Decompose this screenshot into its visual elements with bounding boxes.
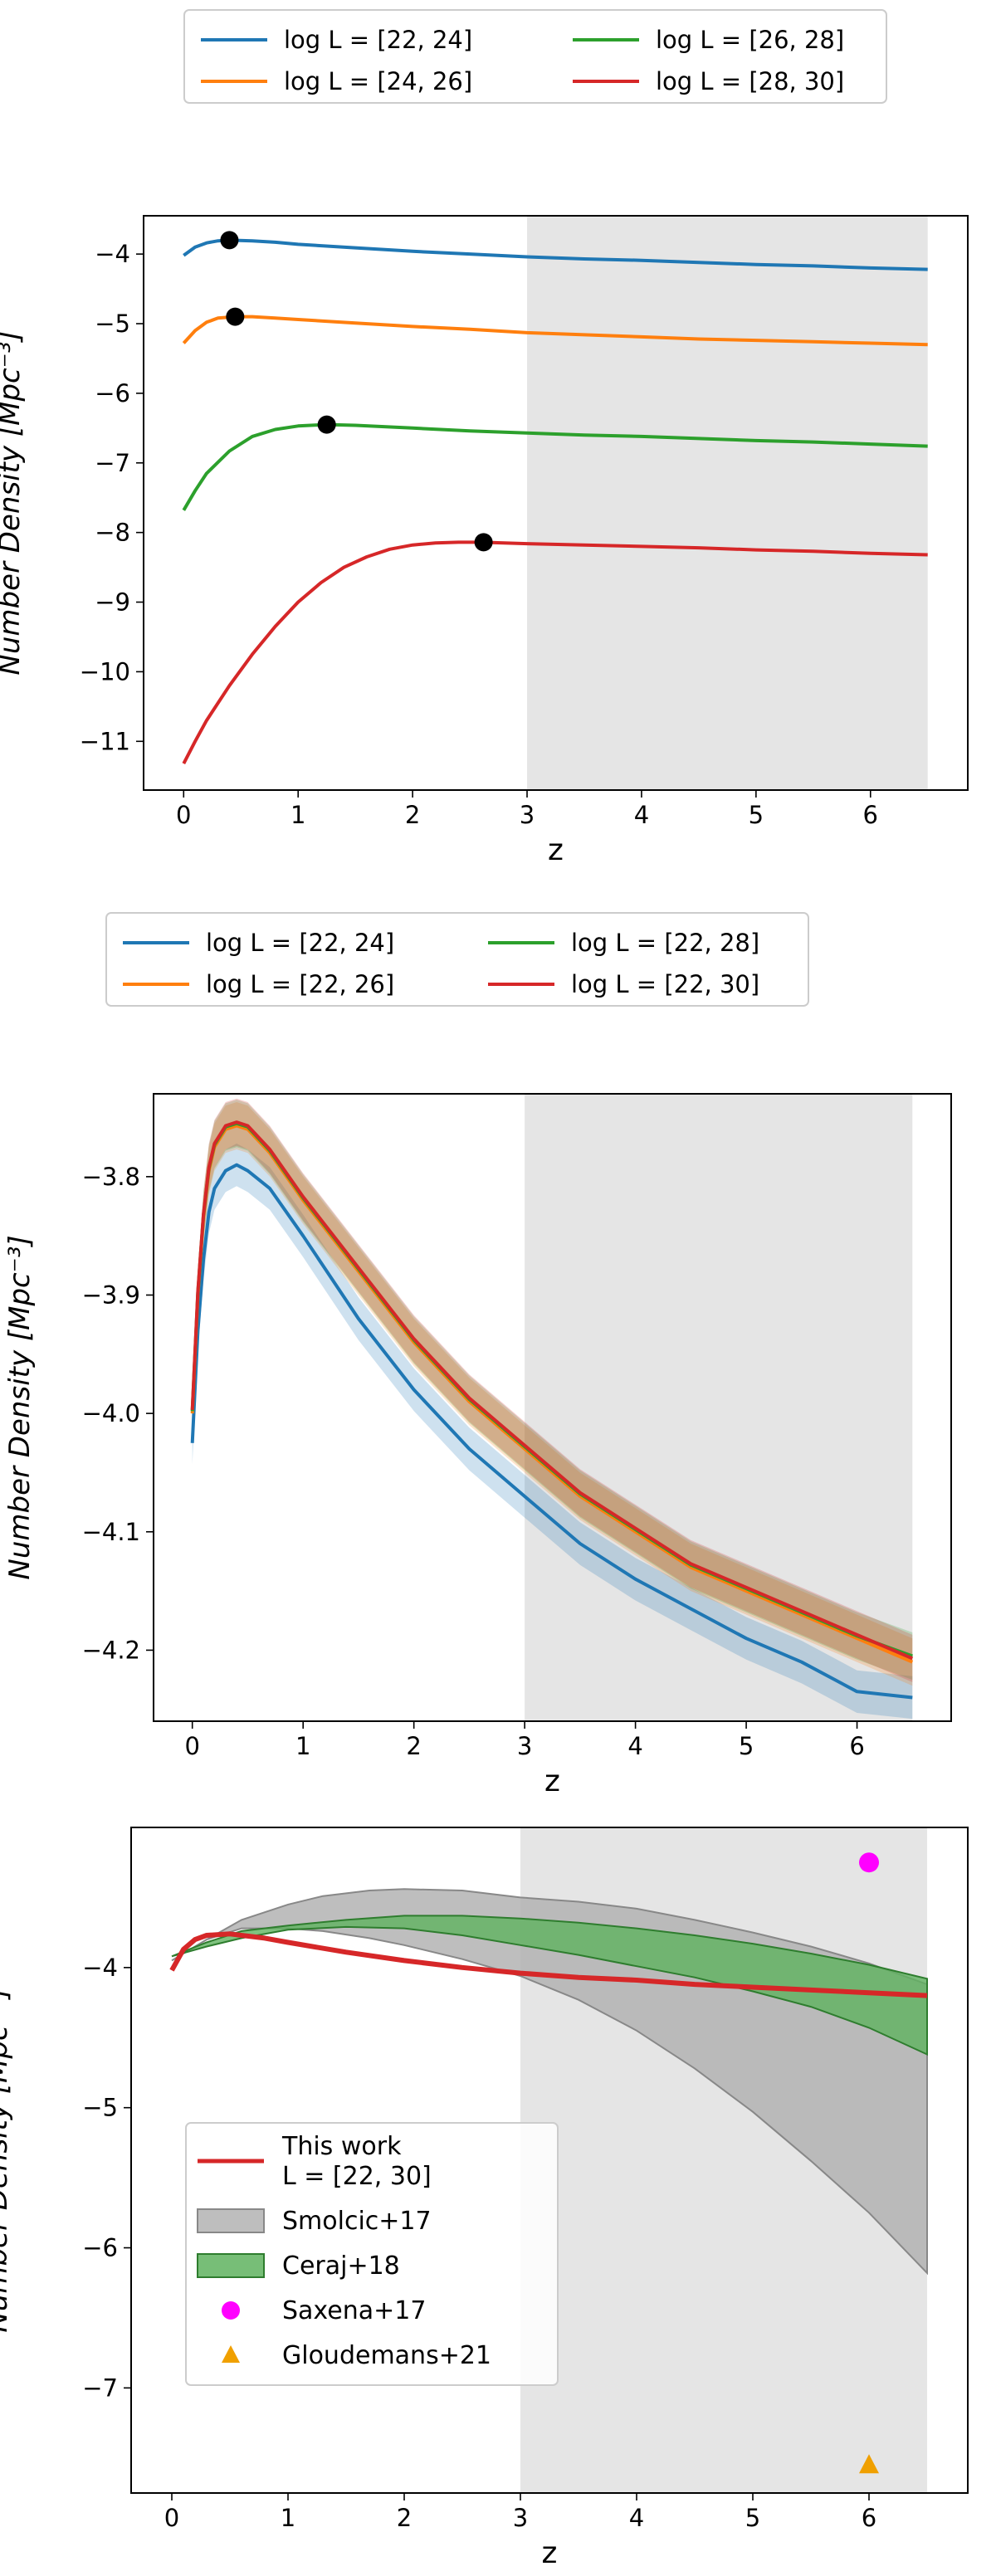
legend-1: log L = [22, 24] log L = [24, 26] log L = … xyxy=(183,9,887,104)
x-tick-label: 2 xyxy=(405,801,420,829)
legend-entry: Ceraj+18 xyxy=(282,2252,400,2281)
x-tick-label: 4 xyxy=(629,2504,644,2532)
x-tick-label: 1 xyxy=(281,2504,295,2532)
x-tick-label: 2 xyxy=(406,1732,421,1760)
x-tick-label: 6 xyxy=(863,801,878,829)
point-saxena-17 xyxy=(859,1852,879,1873)
chart-1: 0 1 2 3 4 5 6 −11 −10 −9 −8 −7 −6 −5 −4 z Number Density… xyxy=(0,215,969,867)
x-axis-label: z xyxy=(544,1764,560,1798)
x-tick-label: 5 xyxy=(739,1732,754,1760)
this-work-line xyxy=(169,1931,928,1998)
legend-box xyxy=(105,912,809,1007)
x-tick-label: 1 xyxy=(290,801,305,829)
x-tick-label: 0 xyxy=(164,2504,179,2532)
series-band-1 xyxy=(192,1143,913,1720)
y-axis-label: Number Density [Mpc⁻³] xyxy=(0,330,27,675)
legend-entry: log L = [24, 26] xyxy=(284,67,472,95)
peak-marker-3 xyxy=(317,415,336,434)
x-tick-label: 0 xyxy=(176,801,191,829)
high-z-shaded-region xyxy=(527,216,928,790)
band-ceraj-18 xyxy=(171,1915,928,2056)
x-tick-label: 6 xyxy=(862,2504,876,2532)
chart-2: 0 1 2 3 4 5 6 −4.2 −4.1 −4.0 −3.9 −3.8 z Number Densi… xyxy=(3,1093,952,1798)
legend-entry: This work xyxy=(281,2132,402,2161)
peak-marker-4 xyxy=(474,533,493,552)
y-tick-label: −7 xyxy=(95,449,130,477)
y-tick-label: −7 xyxy=(82,2374,118,2402)
y-tick-label: −3.8 xyxy=(82,1163,140,1191)
point-gloudemans-21 xyxy=(859,2454,879,2474)
y-axis-label: Number Density [Mpc⁻³] xyxy=(3,1235,37,1579)
legend-2: log L = [22, 24] log L = [22, 26] log L = … xyxy=(105,912,809,1007)
plot-frame xyxy=(153,1093,952,1722)
legend-swatch xyxy=(222,2301,240,2320)
legend-entry: Saxena+17 xyxy=(282,2296,426,2325)
legend-entry: Gloudemans+21 xyxy=(282,2341,491,2370)
legend-swatch xyxy=(222,2345,240,2363)
x-tick-label: 6 xyxy=(849,1732,864,1760)
legend-entry: log L = [22, 24] xyxy=(284,26,472,54)
y-tick-label: −9 xyxy=(95,588,130,617)
x-tick-label: 2 xyxy=(397,2504,412,2532)
series-line-1 xyxy=(190,1163,913,1700)
y-tick-label: −6 xyxy=(95,379,130,407)
legend-entry: log L = [22, 28] xyxy=(571,929,759,957)
x-tick-label: 4 xyxy=(627,1732,642,1760)
y-axis-label-text: Number Density [Mpc⁻³] xyxy=(0,330,27,675)
x-tick-label: 1 xyxy=(295,1732,310,1760)
y-tick-label: −6 xyxy=(82,2234,118,2262)
legend-box xyxy=(183,9,887,104)
series-band-4 xyxy=(192,1098,913,1682)
peak-marker-1 xyxy=(220,231,239,250)
y-axis-label-text: Number Density [Mpc⁻³] xyxy=(3,1235,37,1579)
x-tick-label: 5 xyxy=(745,2504,760,2532)
x-tick-label: 4 xyxy=(634,801,649,829)
y-tick-label: −11 xyxy=(80,727,130,755)
high-z-shaded-region xyxy=(525,1094,913,1721)
series-band-3 xyxy=(192,1100,913,1681)
series-line-2 xyxy=(182,315,928,347)
y-axis-label-text: Number Density [Mpc⁻³] xyxy=(0,1988,14,2332)
legend-entry: log L = [22, 30] xyxy=(571,970,759,998)
y-tick-label: −4 xyxy=(95,240,130,268)
y-axis-label: Number Density [Mpc⁻³] xyxy=(0,1988,14,2332)
series-line-1 xyxy=(183,238,928,271)
y-tick-label: −5 xyxy=(82,2094,118,2122)
series-line-4 xyxy=(190,1120,914,1661)
y-tick-label: −3.9 xyxy=(82,1281,140,1309)
x-tick-label: 3 xyxy=(513,2504,528,2532)
series-line-3 xyxy=(182,422,928,511)
x-tick-label: 3 xyxy=(517,1732,532,1760)
chart-3: 0 1 2 3 4 5 6 −7 −6 −5 −4 z Number Density [Mpc⁻³] xyxy=(0,1827,969,2570)
y-tick-label: −4 xyxy=(82,1954,118,1982)
legend-entry: Smolcic+17 xyxy=(282,2207,432,2236)
y-tick-label: −4.0 xyxy=(82,1399,140,1427)
x-axis-label: z xyxy=(542,2536,558,2570)
plot-frame xyxy=(130,1827,969,2494)
legend-entry: log L = [28, 30] xyxy=(656,67,844,95)
y-tick-label: −4.1 xyxy=(82,1518,140,1546)
legend-entry: log L = [22, 26] xyxy=(206,970,394,998)
x-tick-label: 3 xyxy=(520,801,535,829)
plot-frame xyxy=(143,215,969,791)
legend-entry: L = [22, 30] xyxy=(282,2162,432,2191)
legend-box xyxy=(185,2122,559,2386)
legend-entry: log L = [22, 24] xyxy=(206,929,394,957)
legend-swatch xyxy=(197,2253,265,2278)
x-tick-label: 0 xyxy=(184,1732,199,1760)
peak-marker-2 xyxy=(226,307,245,326)
legend-entry: log L = [26, 28] xyxy=(656,26,844,54)
x-tick-label: 5 xyxy=(749,801,764,829)
x-axis-label: z xyxy=(548,833,564,867)
y-tick-label: −5 xyxy=(95,310,130,338)
y-tick-label: −8 xyxy=(95,519,130,547)
legend-swatch xyxy=(197,2208,265,2233)
y-tick-label: −4.2 xyxy=(82,1636,140,1664)
y-tick-label: −10 xyxy=(80,657,130,685)
series-line-4 xyxy=(182,540,928,765)
